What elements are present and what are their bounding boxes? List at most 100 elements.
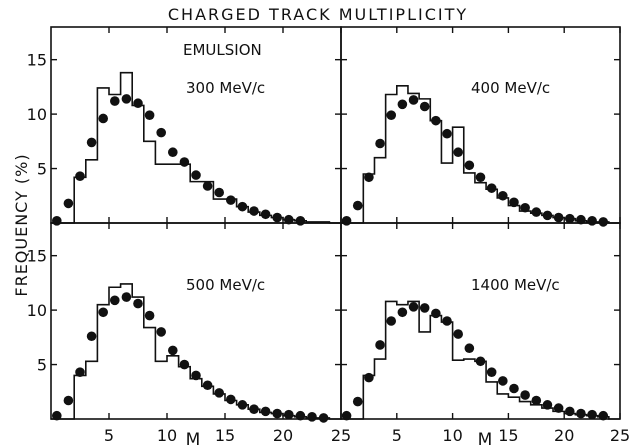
point-top-right-16 <box>520 202 530 213</box>
point-top-right-12 <box>475 172 486 183</box>
point-top-left-5 <box>110 96 120 106</box>
x-tick-label-bottom-right-10: 10 <box>442 426 462 445</box>
point-bottom-right-4 <box>386 316 397 326</box>
x-tick-label-bottom-left-10: 10 <box>157 426 177 445</box>
point-top-left-3 <box>86 137 97 148</box>
annotation-emulsion: EMULSION <box>183 41 262 59</box>
y-tick-label-top-left-15: 15 <box>27 51 47 70</box>
point-bottom-left-17 <box>249 404 259 415</box>
point-top-right-21 <box>576 214 586 225</box>
point-bottom-left-4 <box>98 307 108 318</box>
point-bottom-right-23 <box>598 410 609 421</box>
point-bottom-right-5 <box>397 307 408 318</box>
point-top-left-1 <box>63 198 74 209</box>
point-top-left-14 <box>214 187 224 198</box>
point-top-left-9 <box>156 127 166 138</box>
point-bottom-left-16 <box>237 400 248 410</box>
point-bottom-right-11 <box>464 343 475 354</box>
point-top-right-15 <box>509 197 519 208</box>
panel-frame-top-right <box>340 26 621 224</box>
point-top-left-17 <box>249 206 259 216</box>
point-top-right-14 <box>498 190 508 201</box>
x-tick-label-bottom-left-5: 5 <box>104 426 114 445</box>
point-top-right-3 <box>375 138 385 149</box>
point-bottom-left-7 <box>133 298 143 309</box>
point-bottom-left-13 <box>202 380 213 391</box>
panel-frame-bottom-left <box>50 222 342 420</box>
point-bottom-left-21 <box>295 410 306 421</box>
point-bottom-left-12 <box>191 370 201 381</box>
point-top-left-6 <box>121 94 132 104</box>
point-top-left-8 <box>144 110 155 120</box>
point-top-right-9 <box>442 128 452 139</box>
point-top-right-8 <box>431 115 441 126</box>
point-top-right-23 <box>598 217 609 227</box>
x-tick-label-bottom-right-15: 15 <box>498 426 518 445</box>
point-bottom-right-14 <box>498 376 508 386</box>
point-bottom-right-16 <box>520 390 530 400</box>
point-bottom-right-2 <box>364 372 374 383</box>
panel-frame-bottom-right <box>340 222 621 420</box>
point-top-right-0 <box>341 216 352 226</box>
point-bottom-right-18 <box>542 400 553 410</box>
point-bottom-right-7 <box>419 303 430 313</box>
point-bottom-left-14 <box>214 388 224 398</box>
x-tick-label-bottom-left-20: 20 <box>273 426 293 445</box>
panel-label-top-right: 400 MeV/c <box>471 79 550 97</box>
point-bottom-right-12 <box>475 356 486 367</box>
point-bottom-left-23 <box>318 413 329 423</box>
point-bottom-left-1 <box>63 395 74 406</box>
point-bottom-right-21 <box>576 408 586 419</box>
panels-group: 5 10 15 300 MeV/c 400 MeV/c 5 10 15 5 10 15 20 25 500… <box>27 26 630 446</box>
point-top-right-7 <box>419 101 430 112</box>
point-bottom-right-17 <box>531 395 542 406</box>
x-tick-label-bottom-right-5: 5 <box>392 426 402 445</box>
point-bottom-left-15 <box>226 394 236 405</box>
point-bottom-left-6 <box>121 292 132 302</box>
point-top-right-2 <box>364 172 374 183</box>
point-top-left-11 <box>179 157 190 167</box>
point-bottom-right-1 <box>352 396 363 407</box>
point-bottom-left-0 <box>52 410 62 421</box>
point-bottom-right-8 <box>431 308 441 319</box>
x-axis-label-right: M <box>478 430 493 446</box>
x-tick-label-bottom-right-25: 25 <box>610 426 630 445</box>
x-axis-label-left: M <box>186 430 201 446</box>
panel-label-bottom-right: 1400 MeV/c <box>471 276 560 294</box>
point-bottom-left-9 <box>156 327 166 337</box>
panel-label-bottom-left: 500 MeV/c <box>186 276 265 294</box>
point-top-left-16 <box>237 201 248 212</box>
histogram-bottom-left <box>51 283 341 420</box>
point-top-left-7 <box>133 98 143 109</box>
point-bottom-left-5 <box>110 295 120 306</box>
point-top-right-18 <box>542 210 553 221</box>
point-top-left-18 <box>260 209 271 220</box>
point-bottom-right-19 <box>553 403 564 413</box>
point-top-right-11 <box>464 160 475 171</box>
point-top-left-4 <box>98 113 108 124</box>
x-tick-label-bottom-left-25: 25 <box>331 426 351 445</box>
point-bottom-right-9 <box>442 316 452 326</box>
y-tick-label-bottom-left-15: 15 <box>27 247 47 266</box>
point-top-right-10 <box>453 147 463 158</box>
y-tick-label-top-left-5: 5 <box>37 160 47 179</box>
x-tick-label-bottom-left-15: 15 <box>215 426 235 445</box>
point-bottom-right-3 <box>375 340 385 350</box>
point-bottom-left-22 <box>307 412 317 422</box>
panel-label-top-left: 300 MeV/c <box>186 79 265 97</box>
point-bottom-left-10 <box>168 345 178 356</box>
histogram-top-right <box>341 85 620 224</box>
point-top-left-20 <box>284 214 294 225</box>
point-top-right-4 <box>386 110 397 120</box>
point-top-left-2 <box>75 171 85 181</box>
point-bottom-left-8 <box>144 310 155 321</box>
point-top-right-20 <box>564 213 575 224</box>
point-top-right-6 <box>408 95 419 105</box>
point-bottom-left-20 <box>284 409 294 420</box>
point-bottom-right-6 <box>408 302 419 312</box>
point-top-left-19 <box>272 212 283 223</box>
point-bottom-left-11 <box>179 359 190 370</box>
point-bottom-left-19 <box>272 408 283 419</box>
y-tick-label-bottom-left-10: 10 <box>27 301 47 320</box>
point-bottom-right-22 <box>587 409 597 420</box>
